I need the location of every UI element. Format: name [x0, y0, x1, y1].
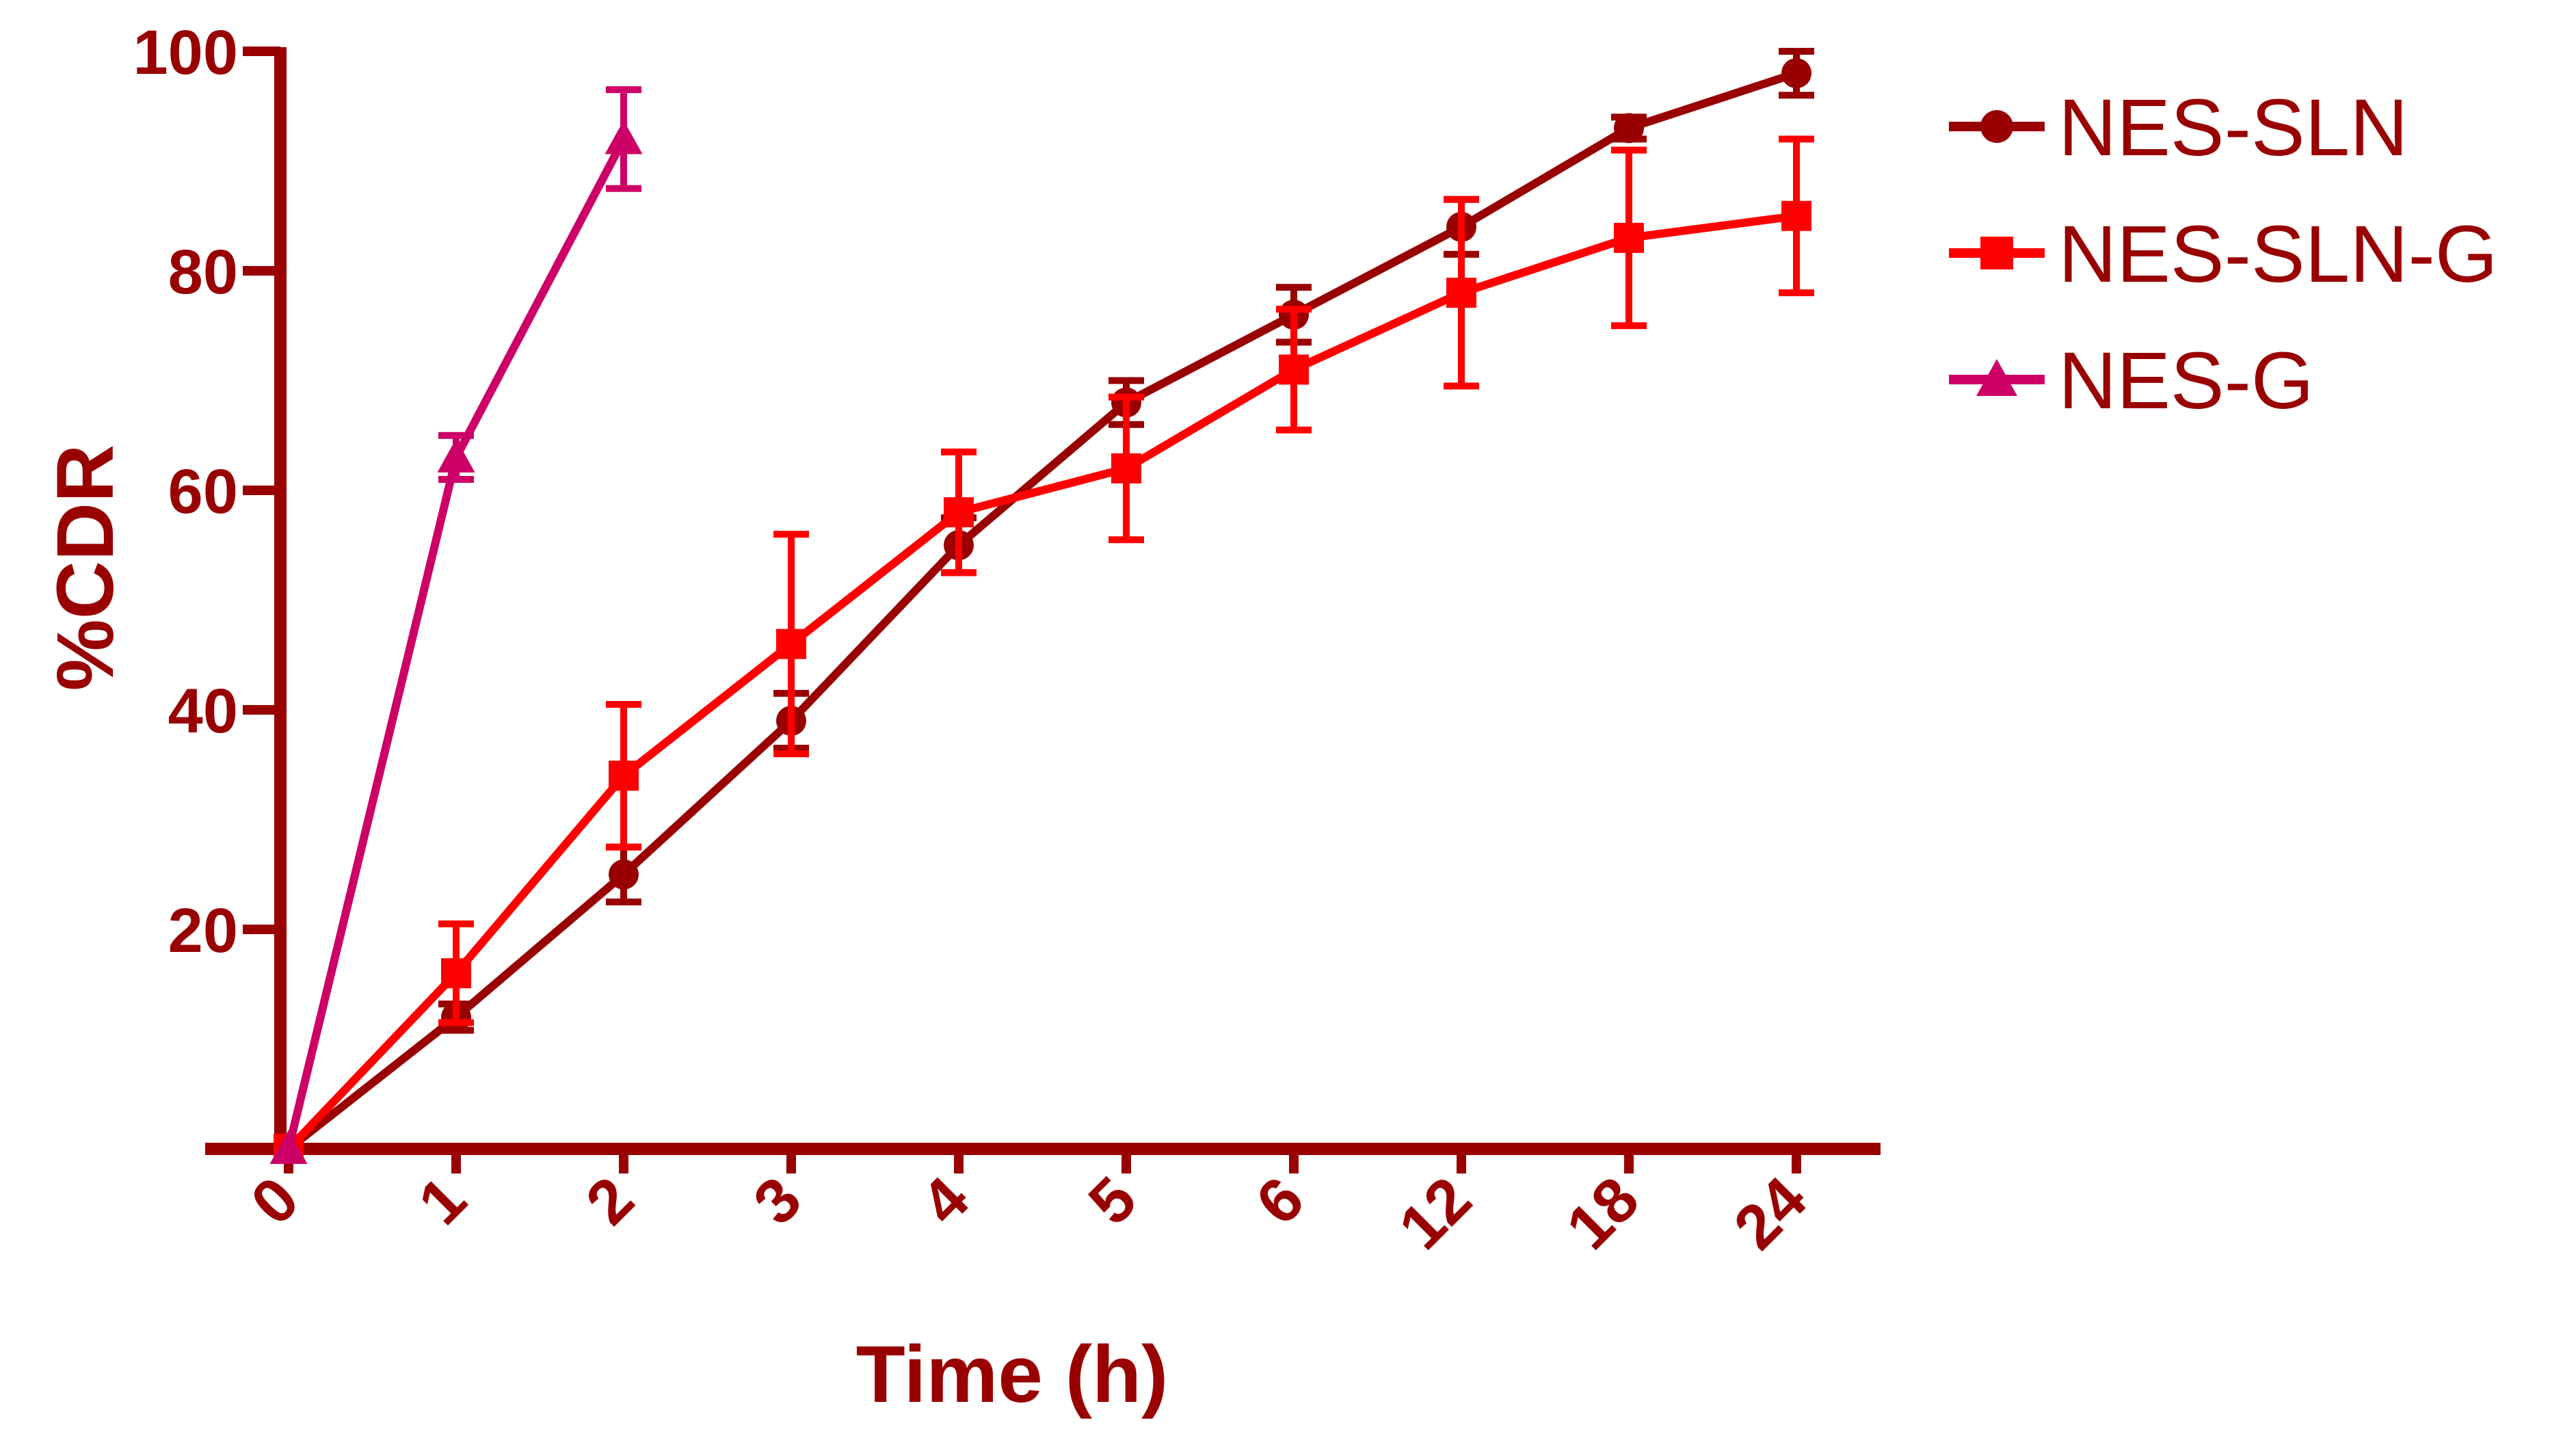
- data-point: [1614, 222, 1644, 253]
- x-tick-label-18: 18: [1554, 1164, 1652, 1262]
- legend-item-nes-g: NES-G: [1949, 336, 2314, 426]
- data-point: [609, 859, 639, 890]
- y-axis-title: %CDR: [40, 445, 131, 691]
- series-nes-sln-g: [274, 135, 1814, 1164]
- legend-item-nes-sln-g: NES-SLN-G: [1949, 209, 2498, 300]
- data-point: [1781, 200, 1811, 231]
- series-line-nes-sln: [286, 69, 1798, 1152]
- legend-marker: [1980, 110, 2013, 143]
- plot-area: [269, 48, 1814, 1164]
- x-tick-label-4: 4: [908, 1164, 982, 1238]
- data-point: [605, 120, 643, 155]
- x-tick-label-24: 24: [1721, 1164, 1820, 1262]
- x-ticks: 0 1 2 3 4 5 6 12 18 24: [238, 1149, 1820, 1263]
- x-tick-label-1: 1: [406, 1164, 479, 1238]
- x-tick-label-2: 2: [573, 1164, 647, 1238]
- legend-marker: [1980, 237, 2013, 269]
- data-point: [1446, 278, 1476, 308]
- axes: [205, 47, 1881, 1155]
- x-tick-label-6: 6: [1243, 1164, 1317, 1238]
- x-tick-label-3: 3: [741, 1164, 814, 1238]
- data-point: [609, 760, 639, 791]
- x-axis-title: Time (h): [856, 1329, 1169, 1420]
- legend-item-nes-sln: NES-SLN: [1949, 83, 2408, 173]
- data-point: [1781, 58, 1811, 89]
- data-point: [944, 497, 974, 528]
- x-tick-label-0: 0: [238, 1164, 312, 1238]
- legend-label: NES-SLN: [2058, 83, 2408, 173]
- data-point: [1614, 113, 1644, 144]
- legend-label: NES-SLN-G: [2058, 209, 2498, 300]
- y-tick-label-20: 20: [168, 896, 238, 966]
- x-tick-label-5: 5: [1076, 1164, 1150, 1238]
- series-nes-sln: [274, 48, 1814, 1164]
- data-point: [776, 628, 806, 659]
- data-point: [441, 958, 471, 989]
- legend-marker: [1976, 359, 2017, 396]
- data-point: [1279, 354, 1309, 385]
- series-nes-g: [269, 86, 643, 1164]
- x-tick-label-12: 12: [1386, 1164, 1485, 1262]
- y-tick-label-100: 100: [133, 18, 239, 88]
- y-tick-label-80: 80: [168, 237, 238, 307]
- data-point: [1111, 453, 1141, 483]
- data-point: [437, 438, 475, 473]
- data-point: [269, 1130, 308, 1164]
- y-ticks: 20 40 60 80 100: [133, 18, 280, 966]
- legend: NES-SLN NES-SLN-G NES-G: [1949, 83, 2498, 426]
- series-line-nes-sln-g: [285, 211, 1797, 1152]
- y-tick-label-40: 40: [168, 676, 238, 746]
- legend-label: NES-G: [2058, 336, 2314, 426]
- y-tick-label-60: 60: [168, 457, 238, 527]
